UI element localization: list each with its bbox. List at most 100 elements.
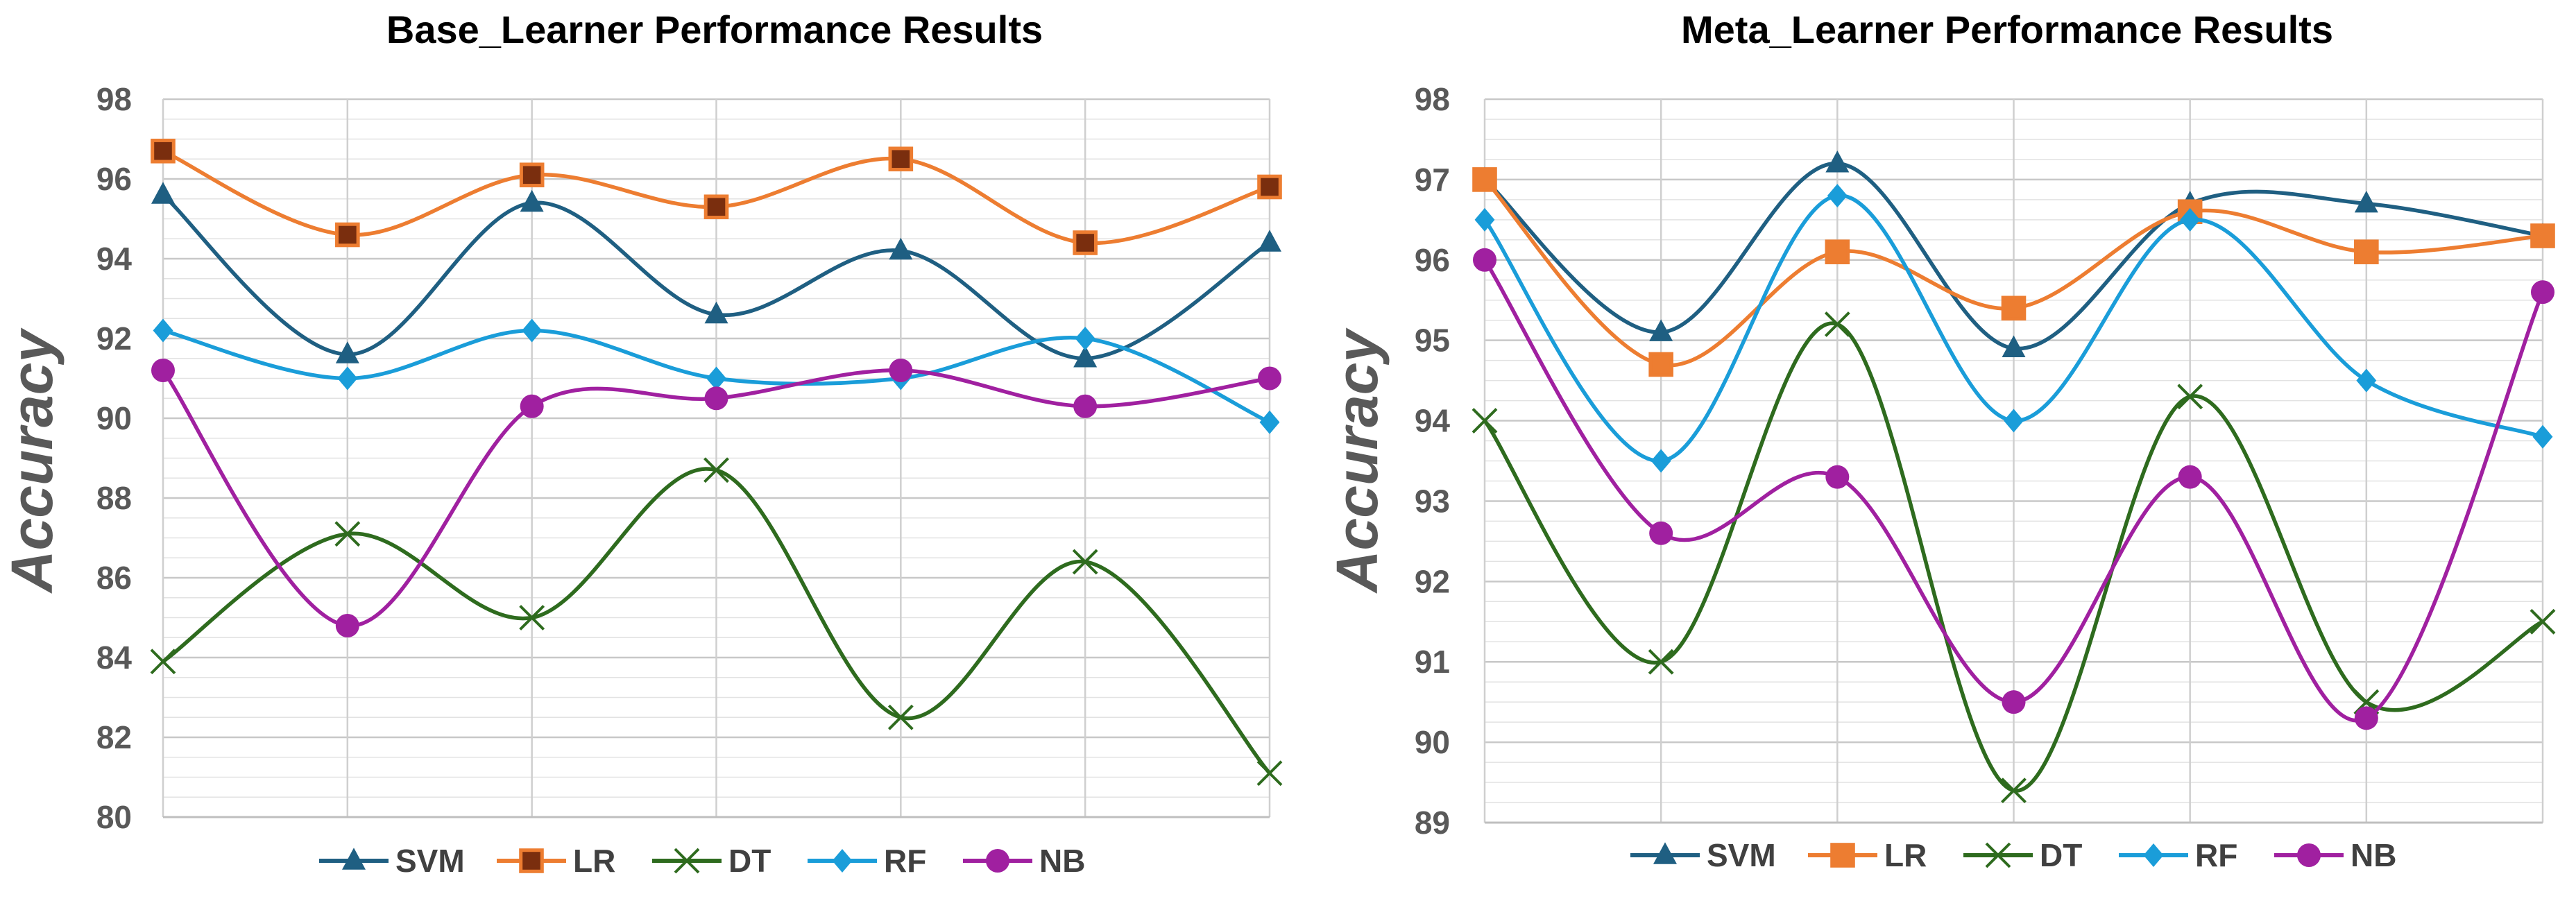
data-point-lr xyxy=(1472,167,1497,192)
data-point-lr xyxy=(335,222,360,248)
legend-label: DT xyxy=(728,843,771,879)
data-point-lr xyxy=(519,162,545,188)
data-point-svm xyxy=(335,341,359,363)
y-tick-label: 95 xyxy=(1415,323,1450,359)
data-point-dt xyxy=(1648,649,1674,675)
legend-marker xyxy=(519,848,544,873)
gridlines xyxy=(1483,98,2544,824)
data-point-nb xyxy=(2354,706,2378,730)
chart-panel-2: Meta_Learner Performance Results 89 90 91 92… xyxy=(1324,8,2556,873)
data-point-rf xyxy=(2356,368,2377,393)
data-point-nb xyxy=(520,394,544,418)
y-tick-label: 98 xyxy=(96,81,132,117)
data-point-nb xyxy=(704,386,728,411)
y-tick-label: 84 xyxy=(96,640,133,676)
y-tick-label: 91 xyxy=(1415,644,1450,680)
data-point-rf xyxy=(153,318,173,343)
legend-item-dt: DT xyxy=(652,843,771,879)
data-point-svm xyxy=(1649,319,1673,341)
legend-marker xyxy=(2297,843,2321,867)
data-point-dt xyxy=(150,649,176,675)
legend-label: SVM xyxy=(1707,837,1776,873)
y-tick-label: 88 xyxy=(96,480,132,516)
legend-marker xyxy=(1653,842,1677,864)
data-point-lr xyxy=(2530,223,2555,248)
data-point-dt xyxy=(1072,549,1098,575)
data-point-nb xyxy=(335,614,359,637)
chart-title: Base_Learner Performance Results xyxy=(386,8,1043,51)
data-point-nb xyxy=(1649,521,1673,545)
data-point-dt xyxy=(334,521,361,547)
data-point-rf xyxy=(1474,207,1495,232)
legend: SVM LR DT RF NB xyxy=(1630,837,2396,873)
legend-label: DT xyxy=(2040,837,2082,873)
legend-item-dt: DT xyxy=(1963,837,2082,873)
data-point-dt xyxy=(1472,408,1498,434)
y-tick-label: 92 xyxy=(1415,563,1450,599)
data-point-rf xyxy=(1827,184,1848,208)
legend-item-nb: NB xyxy=(2274,837,2396,873)
y-tick-label: 94 xyxy=(1415,403,1451,439)
legend-item-lr: LR xyxy=(497,843,615,879)
legend-item-nb: NB xyxy=(963,843,1085,879)
y-tick-label: 92 xyxy=(96,320,132,357)
legend-marker xyxy=(832,849,853,873)
legend-label: LR xyxy=(573,843,615,879)
y-tick-label: 90 xyxy=(96,400,132,436)
data-point-dt xyxy=(703,457,729,483)
chart-title: Meta_Learner Performance Results xyxy=(1681,8,2333,51)
legend: SVM LR DT RF NB xyxy=(319,843,1085,879)
data-point-dt xyxy=(887,704,914,730)
data-point-rf xyxy=(2532,424,2553,449)
series-lr xyxy=(151,138,1282,255)
y-axis-label: Accuracy xyxy=(0,327,65,594)
data-point-nb xyxy=(2178,465,2202,489)
data-point-nb xyxy=(151,359,175,382)
legend-item-rf: RF xyxy=(808,843,926,879)
data-point-rf xyxy=(706,366,726,391)
legend-label: LR xyxy=(1884,837,1927,873)
data-point-svm xyxy=(2002,335,2026,358)
data-point-nb xyxy=(889,359,913,382)
legend-item-lr: LR xyxy=(1808,837,1927,873)
data-point-lr xyxy=(703,194,729,220)
data-point-nb xyxy=(1825,465,1850,489)
data-point-rf xyxy=(337,366,358,391)
series-rf xyxy=(1474,184,2553,473)
data-point-nb xyxy=(1258,366,1281,391)
series-line-dt xyxy=(1483,321,2544,793)
data-point-svm xyxy=(520,189,544,212)
data-point-svm xyxy=(1825,151,1850,173)
data-point-dt xyxy=(1824,311,1850,337)
data-point-lr xyxy=(151,138,176,164)
data-point-svm xyxy=(889,237,913,260)
legend-label: NB xyxy=(2351,837,2396,873)
data-point-rf xyxy=(1259,410,1280,434)
legend-marker xyxy=(674,848,700,874)
chart-panel-1: Base_Learner Performance Results 80 82 84 86… xyxy=(0,8,1283,879)
series-svm xyxy=(151,182,1281,368)
y-tick-label: 90 xyxy=(1415,724,1450,760)
y-axis-label: Accuracy xyxy=(1324,327,1390,594)
data-point-lr xyxy=(1073,230,1098,255)
legend-marker xyxy=(1985,842,2011,868)
data-point-lr xyxy=(2001,295,2027,321)
data-point-svm xyxy=(1073,345,1098,368)
y-tick-label: 97 xyxy=(1415,162,1450,198)
legend-item-svm: SVM xyxy=(1630,837,1776,873)
data-point-lr xyxy=(888,146,914,172)
data-point-svm xyxy=(704,301,728,324)
data-point-dt xyxy=(2177,384,2203,410)
data-point-rf xyxy=(522,318,543,343)
legend-item-rf: RF xyxy=(2119,837,2237,873)
data-point-dt xyxy=(519,605,545,630)
data-point-svm xyxy=(2354,190,2378,213)
data-point-nb xyxy=(1473,248,1496,272)
data-point-dt xyxy=(1256,760,1283,787)
legend-marker xyxy=(986,849,1009,873)
legend-item-svm: SVM xyxy=(319,843,465,879)
data-point-nb xyxy=(2002,690,2026,714)
data-point-nb xyxy=(2531,280,2554,304)
data-point-dt xyxy=(2001,778,2027,804)
series-nb xyxy=(151,359,1281,637)
